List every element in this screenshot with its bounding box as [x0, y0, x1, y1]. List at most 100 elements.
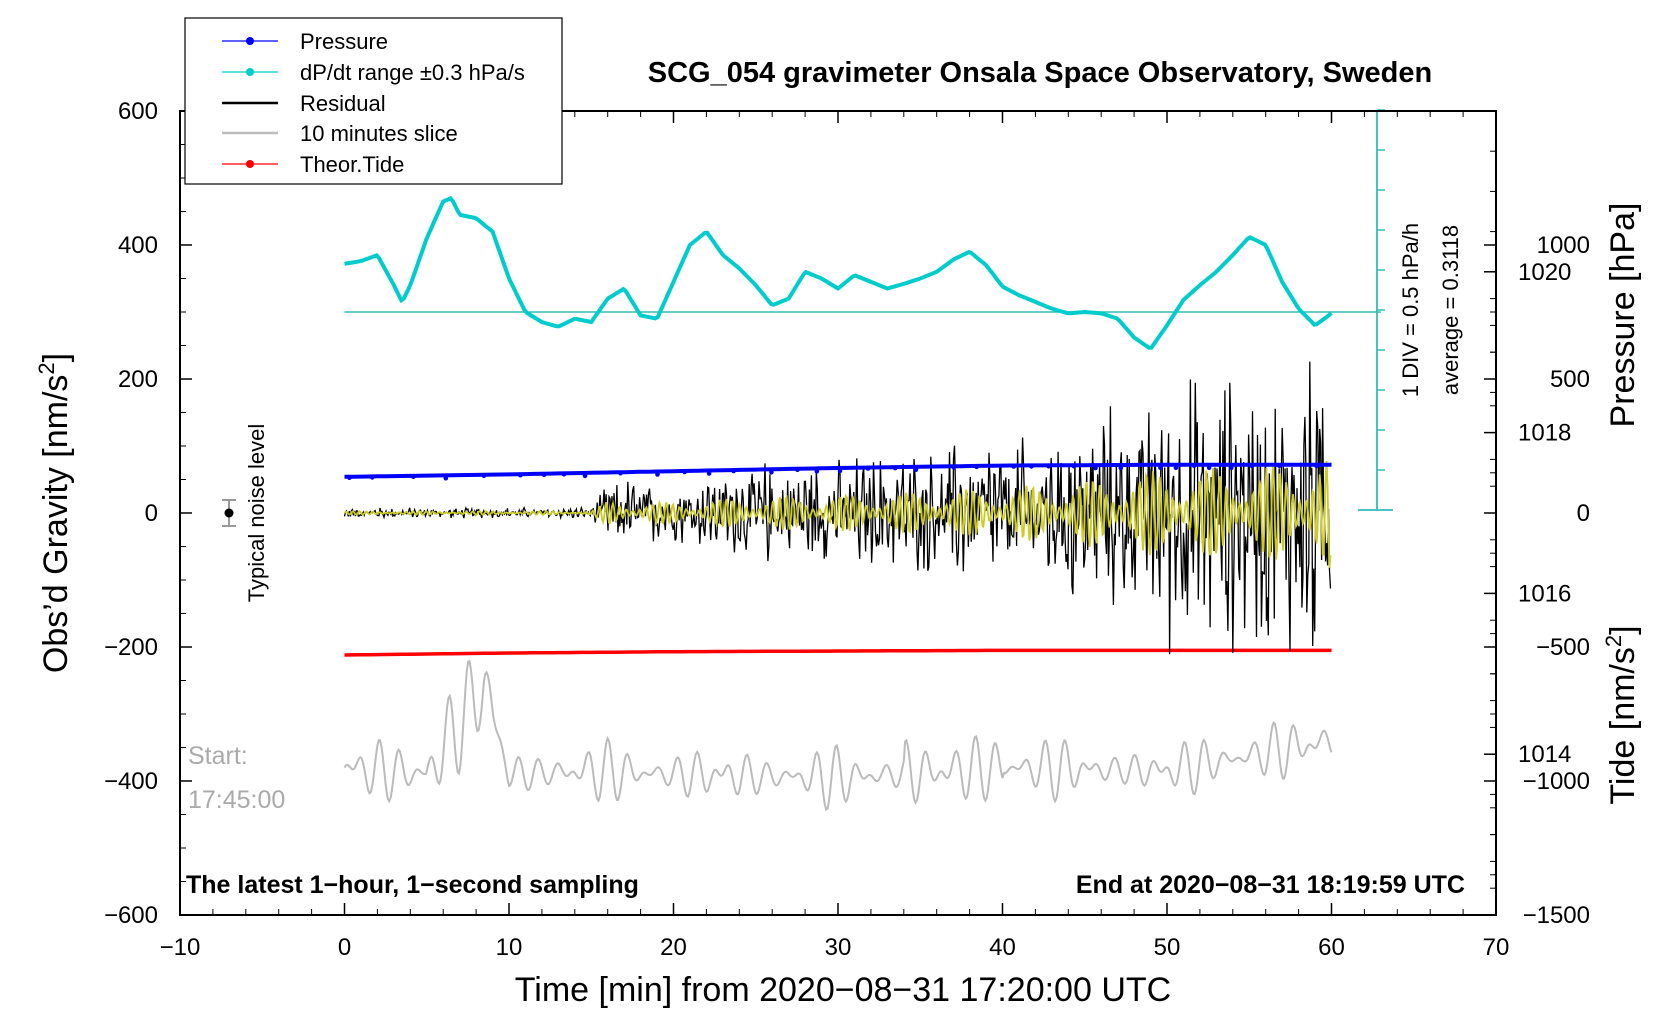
legend-item-pressure: Pressure — [222, 29, 388, 54]
pressure-dot — [1229, 465, 1234, 471]
legend-label-pressure: Pressure — [300, 29, 388, 54]
legend-marker — [246, 68, 254, 76]
pressure-dot — [1314, 463, 1319, 469]
tide-tick-label: 1000 — [1537, 232, 1590, 259]
tide-tick-label: 0 — [1577, 500, 1590, 527]
y-tick-label: −600 — [104, 902, 158, 929]
pressure-dot — [1046, 464, 1051, 469]
x-tick-label: 40 — [989, 934, 1016, 961]
start-time: 17:45:00 — [188, 786, 285, 814]
legend-label-residual: Residual — [300, 91, 386, 116]
pressure-dot — [1206, 465, 1212, 471]
noise-level-dot — [224, 508, 234, 518]
pressure-dot — [370, 475, 375, 480]
pressure-dot — [1071, 463, 1077, 469]
pressure-dot — [347, 475, 352, 481]
pressure-dot — [814, 469, 820, 474]
pressure-dot — [541, 472, 547, 478]
pressure-dot — [655, 472, 660, 477]
legend-item-residual: Residual — [222, 91, 386, 116]
x-tick-label: 70 — [1483, 934, 1510, 961]
y-axis-title-gravity-end: ] — [37, 353, 75, 362]
pressure-dot — [1093, 465, 1098, 471]
pressure-dot — [1029, 464, 1034, 469]
tide-tick-label: −1000 — [1523, 768, 1590, 795]
pressure-tick-label: 1020 — [1518, 259, 1571, 286]
scale-div-label: 1 DIV = 0.5 hPa/h — [1398, 223, 1423, 397]
legend-item-slice: 10 minutes slice — [222, 121, 458, 146]
series-layer — [343, 195, 1381, 812]
pressure-line — [344, 462, 1332, 479]
pressure-dot — [951, 465, 956, 470]
y-axis-title-pressure: Pressure [hPa] — [1604, 203, 1642, 428]
pressure-dot — [1277, 463, 1282, 469]
pressure-dot — [518, 472, 523, 478]
legend: Pressure dP/dt range ±0.3 hPa/s Residual… — [184, 17, 563, 185]
x-tick-label: 60 — [1318, 934, 1345, 961]
legend-box — [184, 17, 563, 185]
x-axis-title: Time [min] from 2020−08−31 17:20:00 UTC — [515, 971, 1171, 1009]
y-tick-label: −400 — [104, 768, 158, 795]
pressure-dot — [706, 471, 712, 476]
pressure-dot — [682, 469, 687, 475]
legend-label-tide: Theor.Tide — [300, 152, 404, 177]
y-axis-title-gravity-sup: 2 — [34, 362, 59, 374]
pressure-tick-label: 1018 — [1518, 420, 1571, 447]
pressure-dot — [974, 464, 979, 470]
footer-sampling-note: The latest 1−hour, 1−second sampling — [186, 871, 639, 899]
pressure-dot — [865, 466, 871, 471]
pressure-dot — [561, 472, 567, 477]
x-tick-label: −10 — [160, 934, 201, 961]
pressure-dot — [1011, 464, 1016, 469]
scale-average-label: average = 0.3118 — [1438, 225, 1463, 395]
pressure-dot — [443, 476, 449, 481]
x-tick-label: 50 — [1154, 934, 1181, 961]
y-axis-title-tide-sup: 2 — [1601, 635, 1626, 647]
pressure-dot — [731, 468, 736, 474]
tide-tick-label: −1500 — [1523, 902, 1590, 929]
scale-bar-ticks — [1377, 109, 1385, 471]
y-tick-label: 0 — [145, 500, 158, 527]
y-axis-title-tide: Tide [nm/s2] — [1601, 625, 1642, 804]
noise-level-label: Typical noise level — [244, 424, 269, 603]
pressure-dot — [769, 470, 774, 475]
pressure-dot — [481, 473, 487, 479]
legend-item-tide: Theor.Tide — [222, 152, 404, 177]
pressure-dot — [1191, 463, 1197, 469]
pressure-dot — [837, 468, 843, 474]
start-label: Start: — [188, 742, 248, 770]
pressure-dot — [1249, 463, 1255, 469]
pressure-dot — [892, 465, 898, 471]
y-axis-title-tide-end: ] — [1604, 625, 1642, 634]
filtered-residual-line — [343, 461, 1332, 568]
pressure-dot — [913, 467, 919, 473]
theor-tide-line — [344, 648, 1332, 657]
pressure-dot — [1173, 465, 1179, 471]
pressure-dot — [618, 470, 623, 476]
chart-title: SCG_054 gravimeter Onsala Space Observat… — [648, 57, 1432, 89]
pressure-tick-label: 1016 — [1518, 580, 1571, 607]
ticks-layer: −10 0 10 20 30 40 50 60 706004002000−200−400−600… — [104, 98, 1590, 961]
dpdt-scale-bar — [1358, 109, 1393, 511]
legend-item-dpdt: dP/dt range ±0.3 hPa/s — [222, 60, 525, 85]
y-tick-label: 200 — [118, 366, 158, 393]
pressure-dot — [795, 467, 800, 473]
x-tick-label: 20 — [660, 934, 687, 961]
noise-level-marker — [222, 499, 236, 527]
tide-tick-label: −500 — [1536, 634, 1590, 661]
pressure-dot — [411, 474, 416, 480]
tide-tick-label: 500 — [1550, 366, 1590, 393]
y-tick-label: 400 — [118, 232, 158, 259]
pressure-dot — [582, 473, 588, 479]
footer-end-time: End at 2020−08−31 18:19:59 UTC — [1076, 871, 1465, 899]
legend-label-slice: 10 minutes slice — [300, 121, 458, 146]
x-tick-label: 30 — [825, 934, 852, 961]
pressure-dot — [1118, 465, 1124, 471]
ten-minute-slice-line — [343, 659, 1333, 812]
y-axis-title-tide-base: Tide [nm/s — [1604, 647, 1642, 804]
pressure-tick-label: 1014 — [1518, 741, 1571, 768]
x-tick-label: 10 — [496, 934, 523, 961]
plot-frame — [179, 110, 1497, 916]
dpdt-line — [344, 195, 1333, 350]
